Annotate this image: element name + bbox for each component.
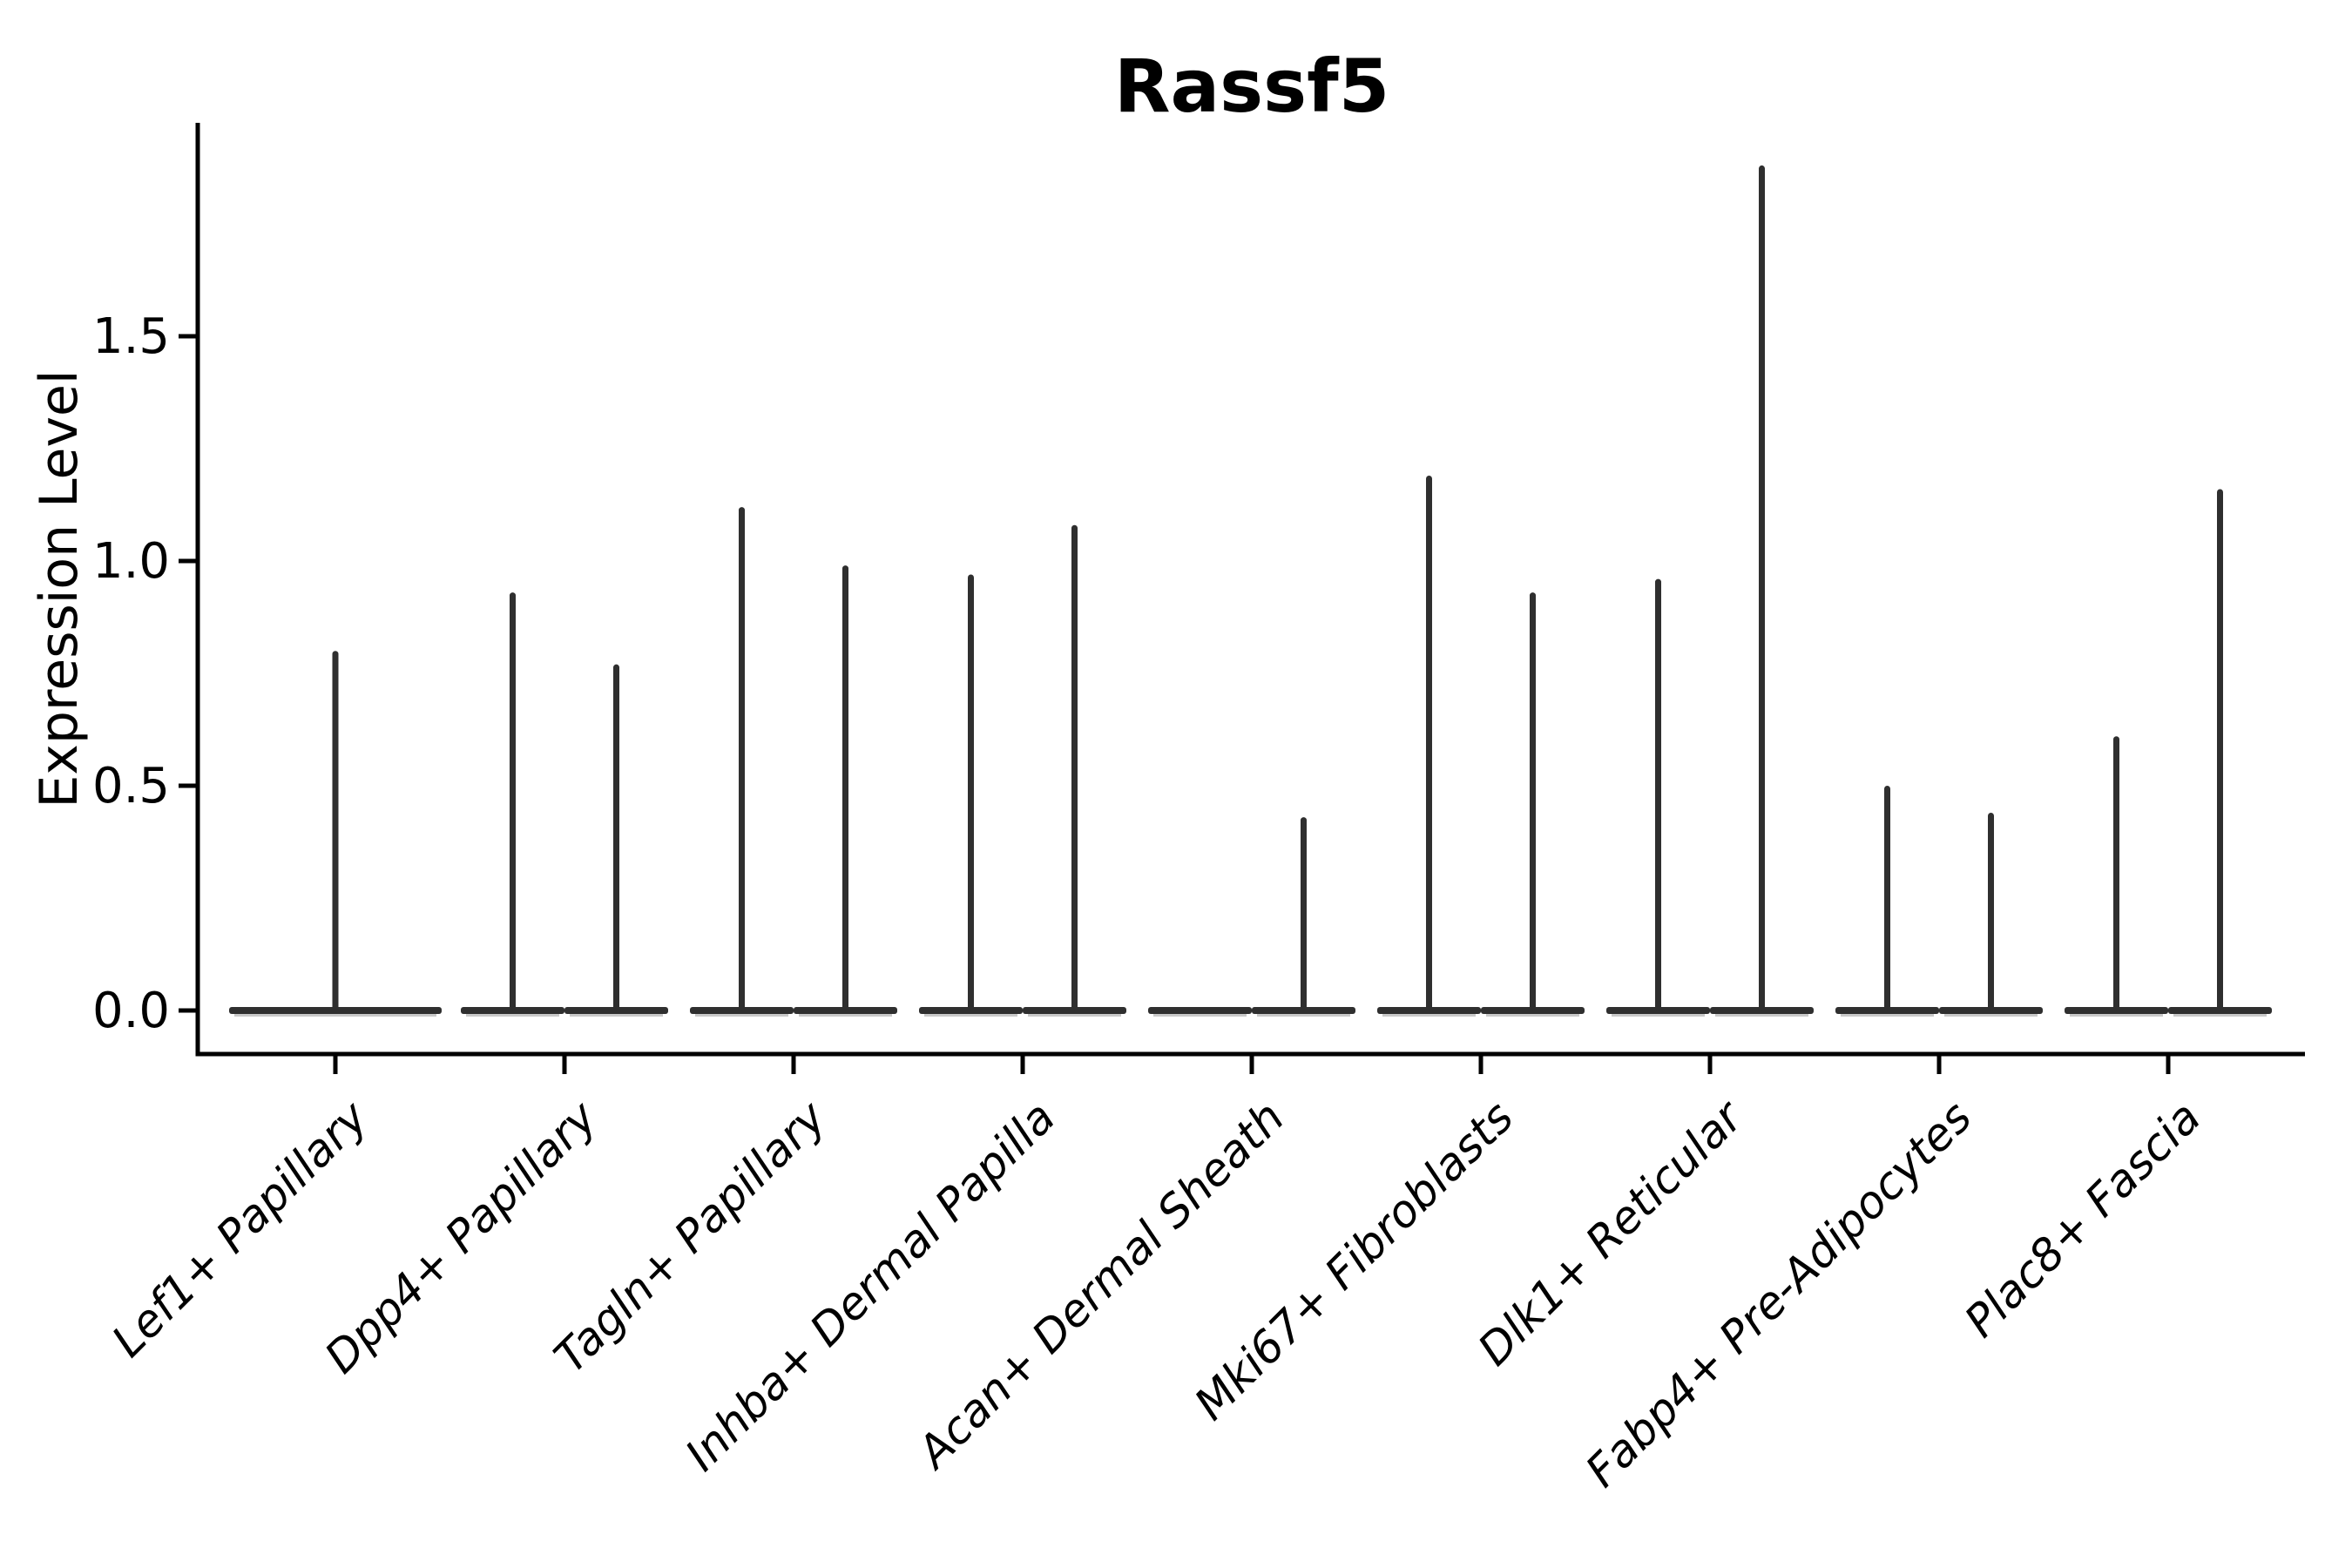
violin-body-edge xyxy=(2070,1014,2163,1017)
violin-tail xyxy=(1884,786,1890,1010)
y-tick-label: 1.5 xyxy=(92,308,170,365)
violin-tail xyxy=(2217,489,2223,1010)
x-tick-label: Acan+ Dermal Sheath xyxy=(907,1092,1294,1479)
violin-body-edge xyxy=(1715,1014,1808,1017)
violin-tail xyxy=(842,565,848,1010)
y-tick-label: 0.0 xyxy=(92,983,170,1039)
violin-body-edge xyxy=(1486,1014,1579,1017)
violin-tail xyxy=(1426,475,1432,1010)
violin-body-edge xyxy=(2173,1014,2267,1017)
violin-tail xyxy=(2113,736,2119,1010)
violin-body-edge xyxy=(1841,1014,1934,1017)
violin-tail xyxy=(1988,812,1994,1010)
y-tick-label: 0.5 xyxy=(92,758,170,814)
x-tick-label: Fabp4+ Pre-Adipocytes xyxy=(1577,1092,1983,1497)
violin-body-edge xyxy=(1257,1014,1350,1017)
chart-title: Rassf5 xyxy=(1114,44,1389,129)
violin-tail xyxy=(613,664,619,1010)
violin-body-edge xyxy=(695,1014,788,1017)
violin-body-edge xyxy=(1612,1014,1705,1017)
violin-body-edge xyxy=(466,1014,559,1017)
violin-body-edge xyxy=(570,1014,663,1017)
violin-tail xyxy=(332,651,339,1010)
violin-body-edge xyxy=(924,1014,1017,1017)
violin-tail xyxy=(1759,165,1765,1011)
axes-spines xyxy=(195,123,2305,1057)
violin-body-edge xyxy=(1153,1014,1247,1017)
violin-tail xyxy=(1301,817,1307,1010)
violin-body xyxy=(1148,1007,1252,1014)
violin-tail xyxy=(968,574,974,1010)
x-tick-label: Inhba+ Dermal Papilla xyxy=(676,1092,1065,1481)
violin-body-edge xyxy=(799,1014,892,1017)
violin-body-edge xyxy=(1028,1014,1121,1017)
violin-tail xyxy=(739,507,745,1010)
x-tick-label: Plac8+ Fascia xyxy=(1956,1092,2212,1348)
violin-tail xyxy=(1530,592,1536,1010)
y-tick-label: 1.0 xyxy=(92,533,170,590)
violin-tail xyxy=(510,592,516,1010)
violin-tail xyxy=(1655,578,1661,1010)
violin-tail xyxy=(1071,524,1078,1010)
violin-body-edge xyxy=(234,1014,436,1017)
y-axis-label: Expression Level xyxy=(29,369,90,808)
violin-body-edge xyxy=(1944,1014,2038,1017)
violin-body-edge xyxy=(1382,1014,1476,1017)
